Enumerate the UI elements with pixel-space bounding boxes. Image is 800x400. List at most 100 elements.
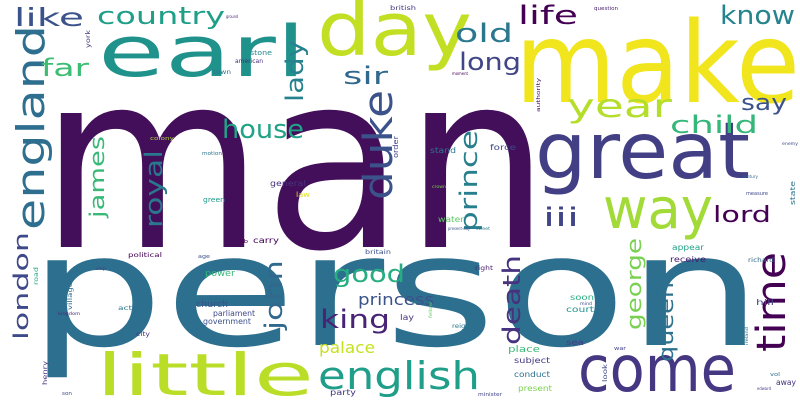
word-look: look — [602, 363, 609, 382]
word-right: right — [475, 265, 494, 272]
word-present: present — [518, 384, 552, 393]
word-soon: soon — [570, 293, 594, 302]
word-come: come — [578, 333, 736, 400]
word-say: say — [741, 91, 787, 116]
word-appear: appear — [672, 243, 705, 252]
word-crown: crown — [432, 184, 447, 189]
word-son: son — [62, 391, 72, 397]
word-political: political — [128, 252, 162, 259]
word-death: death — [498, 255, 526, 345]
word-motion: motion — [202, 151, 222, 157]
word-britain: britain — [365, 249, 391, 256]
word-english: english — [318, 354, 480, 398]
word-kingdom: kingdom — [58, 311, 80, 316]
word-time: time — [749, 252, 795, 352]
word-vol: vol — [770, 372, 780, 378]
word-hill: hill — [756, 298, 774, 307]
word-day: day — [317, 0, 472, 73]
word-london: london — [9, 232, 33, 340]
word-war: war — [614, 346, 627, 352]
word-england: england — [9, 25, 53, 230]
word-country: country — [97, 2, 225, 30]
word-road: road — [33, 267, 40, 285]
word-fellow: fellow — [428, 301, 433, 318]
word-princess: princess — [358, 290, 434, 309]
word-court: court — [566, 305, 594, 314]
word-law: law — [296, 191, 310, 199]
word-iii: iii — [543, 203, 579, 233]
word-british: british — [390, 5, 416, 12]
word-person: person — [28, 201, 763, 382]
word-century: century — [742, 174, 759, 179]
word-city: city — [136, 331, 151, 338]
word-old: old — [455, 19, 513, 49]
word-american: american — [235, 58, 263, 65]
word-prince: prince — [455, 130, 483, 232]
word-reign: reign — [452, 323, 470, 330]
word-way: way — [603, 177, 713, 242]
word-ship: ship — [96, 266, 107, 271]
word-minister: minister — [478, 392, 503, 398]
word-good: good — [333, 260, 405, 288]
word-water: water — [438, 215, 465, 224]
word-enemy: enemy — [782, 141, 799, 146]
word-party: party — [330, 388, 356, 397]
word-order: order — [392, 136, 400, 158]
word-present-day: present-day — [448, 226, 471, 231]
word-child: child — [670, 111, 758, 139]
word-church: church — [196, 300, 228, 310]
word-conduct: conduct — [514, 370, 550, 379]
word-moment: moment — [452, 71, 468, 76]
word-stone: stone — [250, 49, 272, 57]
word-life: life — [518, 1, 578, 31]
word-green: green — [203, 196, 225, 204]
word-parliament: parliament — [213, 309, 255, 318]
word-power: power — [205, 269, 235, 279]
word-john: john — [260, 260, 288, 331]
word-duke: duke — [356, 90, 402, 200]
word-mind: mind — [580, 301, 593, 306]
word-sea: sea — [566, 338, 584, 347]
word-carry: carry — [253, 236, 279, 245]
word-far: far — [41, 54, 89, 82]
word-authority: authority — [536, 78, 542, 112]
word-know: know — [720, 1, 795, 31]
word-state: state — [789, 181, 797, 205]
word-henry: henry — [42, 360, 49, 385]
word-richard: richard — [748, 257, 774, 264]
word-queen: queen — [654, 282, 678, 362]
word-like: like — [14, 3, 84, 32]
word-edward: edward — [757, 386, 771, 391]
word-measure: measure — [746, 191, 768, 197]
word-man: man — [40, 20, 550, 305]
word-lady: lady — [281, 40, 309, 102]
word-stand: stand — [430, 146, 456, 155]
word-street: street — [476, 226, 491, 231]
word-place: place — [508, 345, 541, 355]
word-subject: subject — [514, 356, 550, 365]
word-year: year — [567, 87, 673, 125]
word-town: town — [213, 69, 231, 76]
word-new: new — [316, 296, 328, 302]
word-sir: sir — [343, 62, 388, 90]
word-king: king — [320, 305, 390, 335]
word-receive: receive — [670, 255, 706, 264]
word-ireland: ireland — [744, 326, 749, 345]
word-great: great — [535, 107, 750, 197]
word-long: long — [459, 48, 521, 76]
word-age: age — [198, 254, 210, 260]
word-village: village — [67, 282, 74, 310]
word-force: force — [490, 143, 516, 152]
word-government: government — [203, 317, 251, 326]
word-james: james — [85, 136, 109, 219]
word-royal: royal — [140, 150, 168, 228]
word-away: away — [776, 378, 796, 387]
word-house: house — [222, 115, 304, 145]
word-lib: lib — [240, 239, 248, 245]
word-act: act — [118, 305, 133, 312]
word-george: george — [622, 238, 646, 330]
word-lord: lord — [713, 203, 771, 228]
word-colony: colony — [150, 136, 174, 142]
